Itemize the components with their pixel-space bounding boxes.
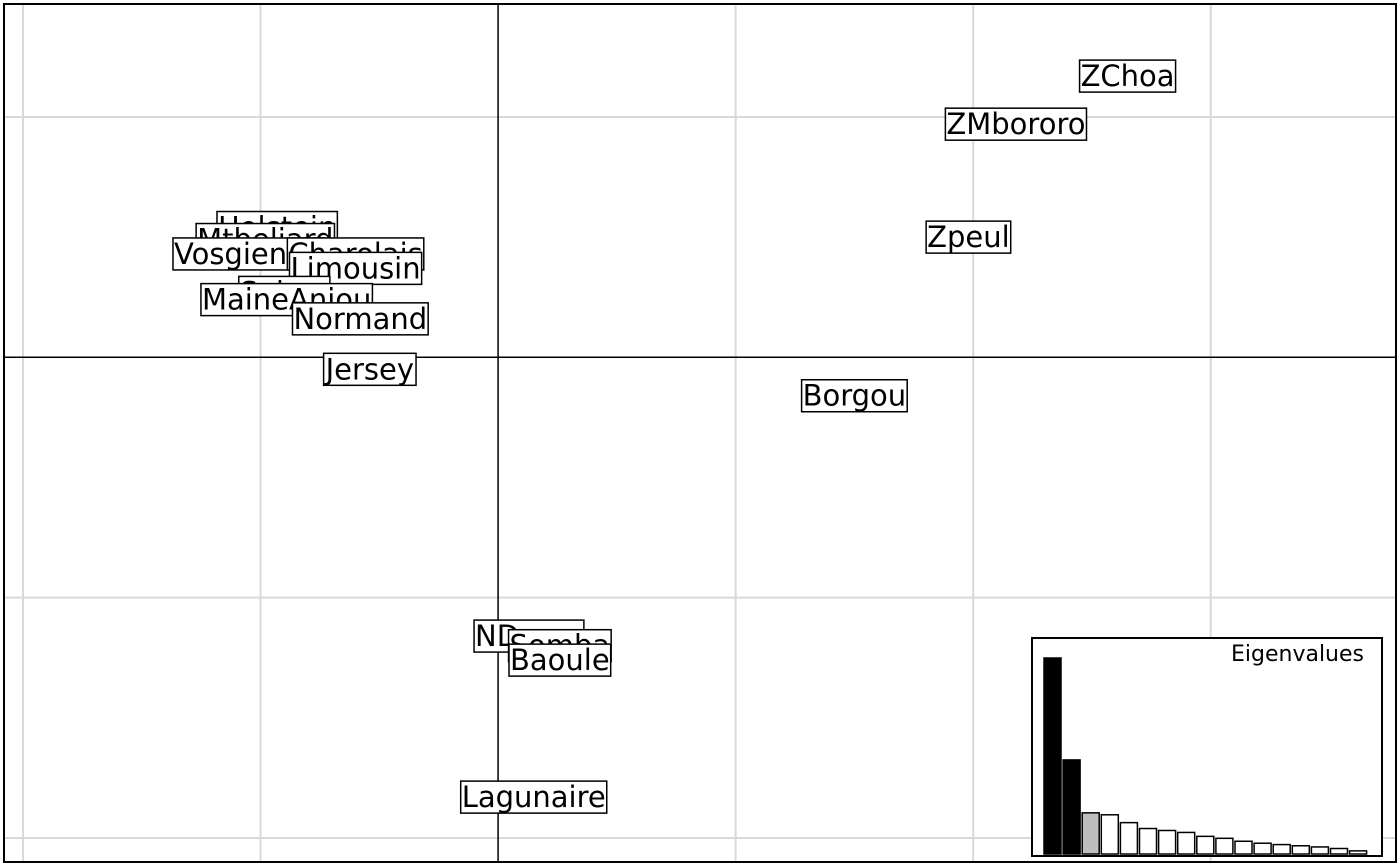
eigenvalue-bar-2 xyxy=(1062,759,1081,855)
label-text: ZChoa xyxy=(1081,59,1175,93)
eigenvalue-bar-14 xyxy=(1291,845,1311,855)
eigenvalue-bar-10 xyxy=(1215,837,1234,855)
label-text: Zpeul xyxy=(927,220,1010,254)
label-text: ZMbororo xyxy=(946,107,1085,141)
inset-title: Eigenvalues xyxy=(1231,642,1364,667)
label-text: Lagunaire xyxy=(462,780,606,814)
point-label-borgou: Borgou xyxy=(800,378,908,413)
label-box xyxy=(291,302,429,336)
eigenvalue-bar-6 xyxy=(1138,827,1158,855)
point-label-zpeul: Zpeul xyxy=(925,220,1012,254)
label-box xyxy=(508,643,612,677)
point-label-maineanjou: MaineAnjou xyxy=(200,283,374,317)
eigenvalue-bar-9 xyxy=(1196,835,1215,855)
point-label-zchoa: ZChoa xyxy=(1078,59,1177,93)
eigenvalue-bar-16 xyxy=(1329,847,1349,855)
eigenvalue-bar-12 xyxy=(1253,842,1272,855)
grid-lines xyxy=(4,4,1396,862)
origin-axes xyxy=(4,4,1396,862)
eigenvalue-bar-1 xyxy=(1043,657,1062,855)
label-box xyxy=(1078,59,1177,93)
label-box xyxy=(459,780,608,814)
eigenvalues-inset: Eigenvalues xyxy=(1031,637,1383,857)
eigenvalue-bar-11 xyxy=(1234,840,1253,855)
eigenvalue-bar-17 xyxy=(1348,850,1368,855)
label-box xyxy=(800,378,908,413)
point-label-zmbororo: ZMbororo xyxy=(944,107,1088,141)
point-labels: ZChoaZMbororoZpeulBorgouHolsteinMtbeliar… xyxy=(172,59,1177,814)
eigenvalue-bar-8 xyxy=(1176,831,1196,855)
label-text: Normand xyxy=(293,302,427,336)
label-box xyxy=(944,107,1088,141)
eigenvalue-bar-15 xyxy=(1310,846,1330,855)
eigenvalue-bar-7 xyxy=(1157,829,1177,855)
label-text: Jersey xyxy=(324,352,414,386)
eigenvalue-bar-4 xyxy=(1100,814,1120,855)
label-box xyxy=(925,220,1012,254)
label-text: Baoule xyxy=(510,643,610,677)
label-text: Borgou xyxy=(803,379,907,413)
point-label-lagunaire: Lagunaire xyxy=(459,780,608,814)
point-label-normand: Normand xyxy=(291,302,429,336)
eigenvalue-bar-13 xyxy=(1272,843,1291,855)
eigenvalue-bar-5 xyxy=(1119,821,1139,855)
point-label-jersey: Jersey xyxy=(322,352,417,387)
label-box xyxy=(322,352,417,387)
point-label-baoule: Baoule xyxy=(508,643,612,677)
eigenvalue-bars xyxy=(1043,657,1368,855)
eigenvalue-bar-3 xyxy=(1081,812,1100,855)
plot-frame xyxy=(3,3,1397,863)
